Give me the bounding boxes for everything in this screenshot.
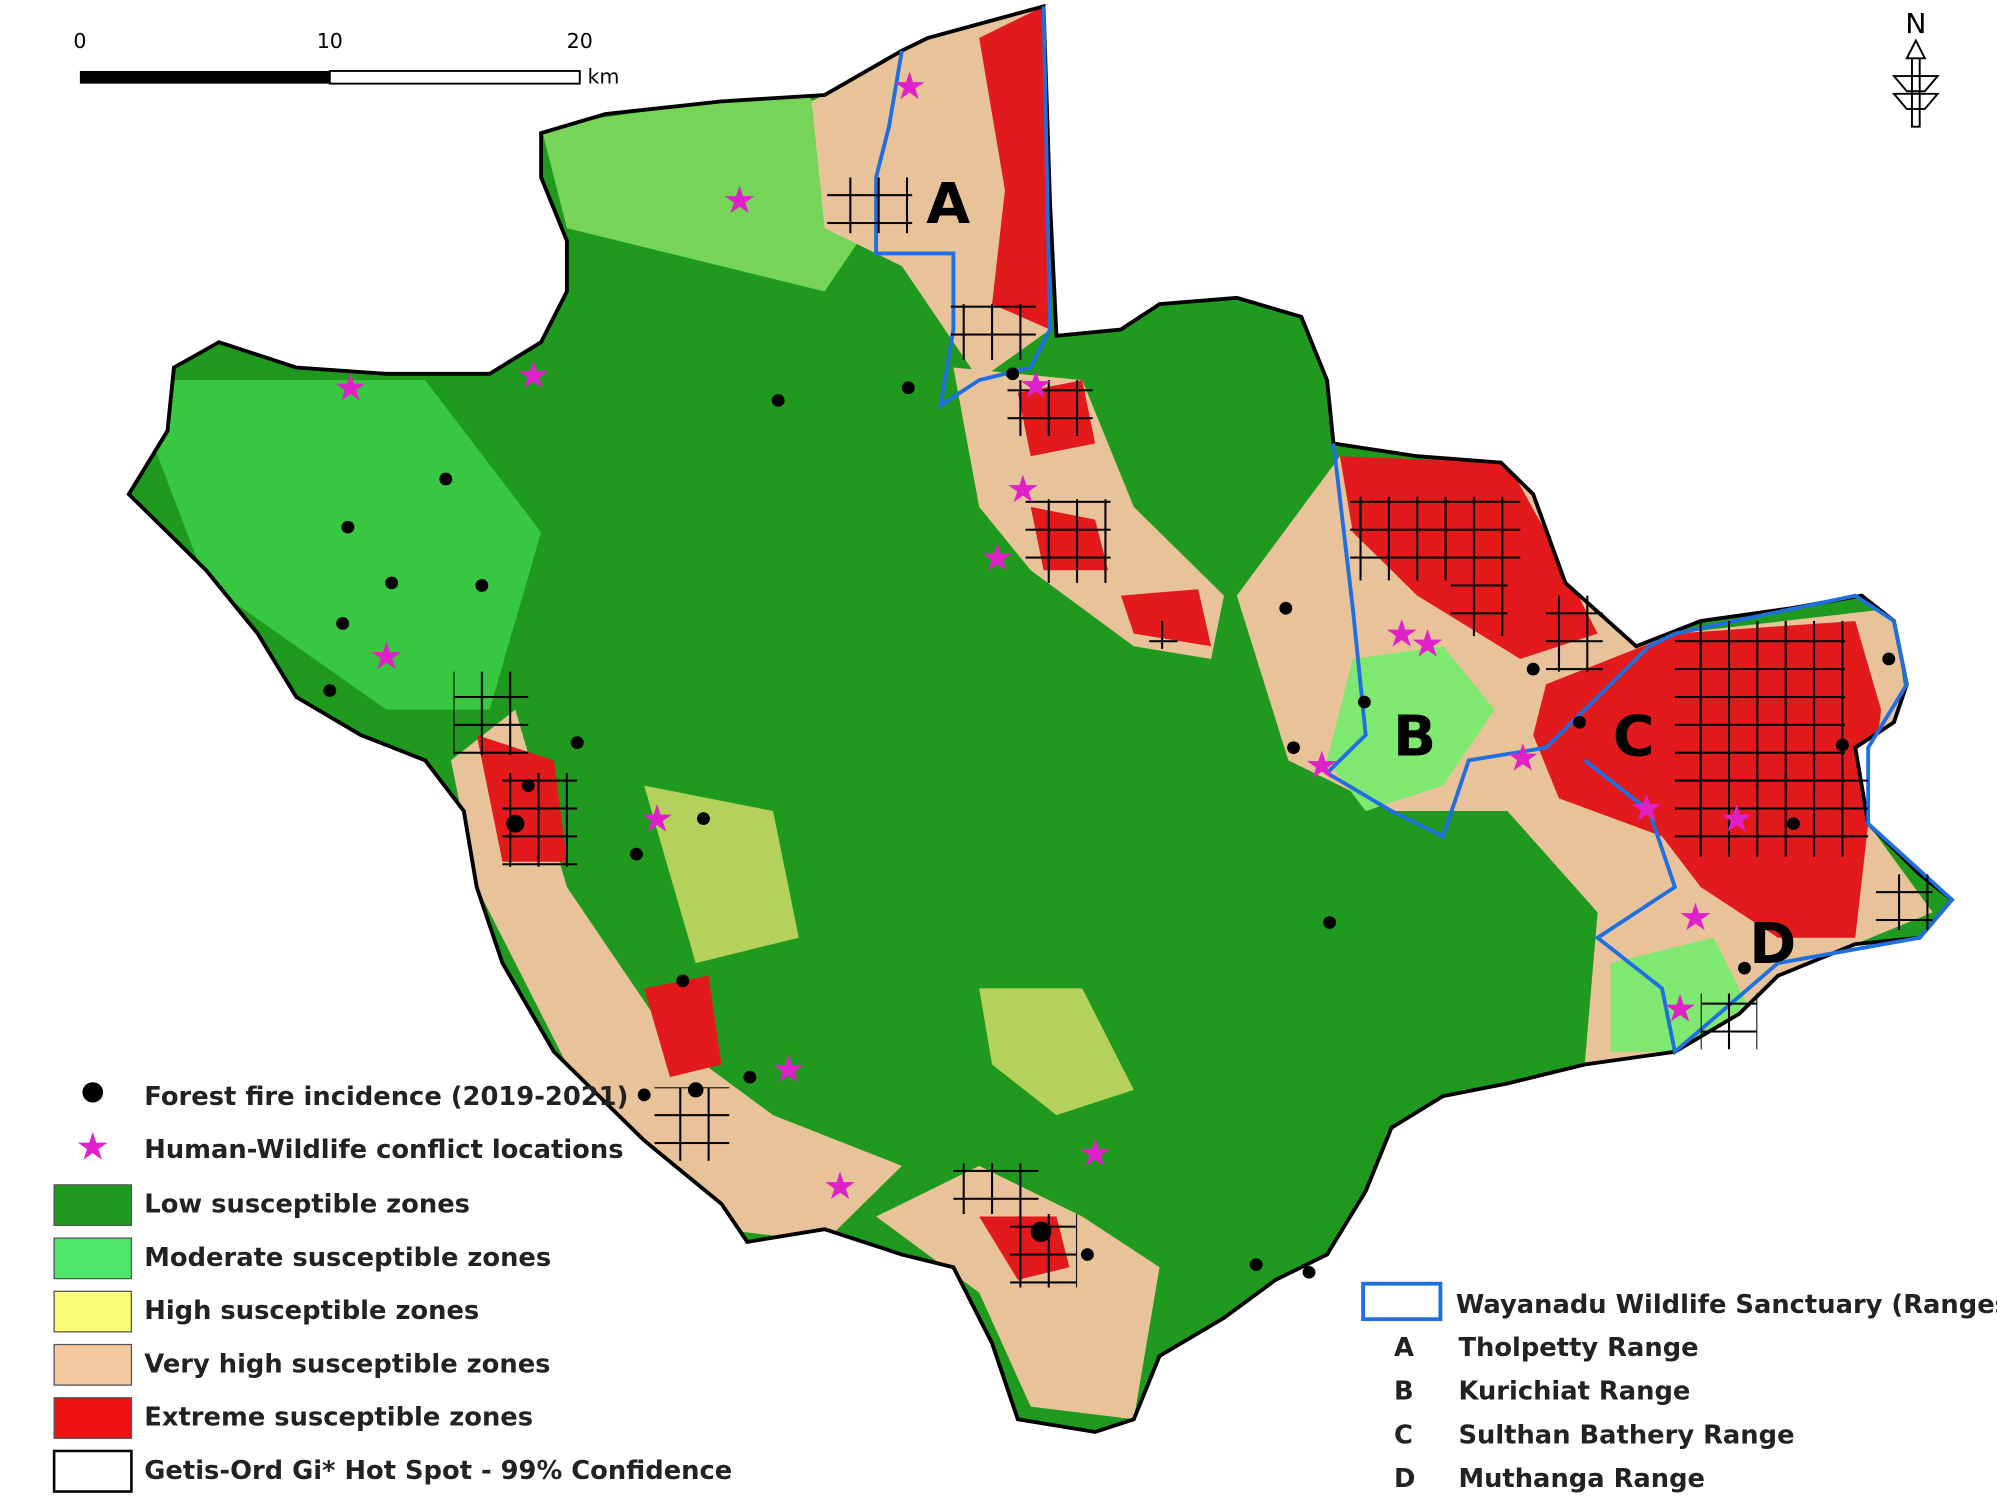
range-name: Kurichiat Range bbox=[1458, 1377, 1690, 1407]
scale-unit: km bbox=[588, 65, 620, 89]
svg-text:★: ★ bbox=[1678, 895, 1713, 940]
svg-text:★: ★ bbox=[75, 1125, 110, 1170]
svg-text:★: ★ bbox=[1384, 612, 1419, 657]
svg-text:★: ★ bbox=[1305, 743, 1340, 788]
legend-label: High susceptible zones bbox=[144, 1296, 479, 1326]
svg-text:★: ★ bbox=[1019, 363, 1054, 408]
svg-text:★: ★ bbox=[722, 178, 757, 223]
scale-tick-label: 20 bbox=[567, 29, 593, 53]
svg-text:★: ★ bbox=[1506, 736, 1541, 781]
range-letter: A bbox=[1394, 1333, 1414, 1363]
range-letter: B bbox=[1393, 705, 1436, 769]
svg-text:★: ★ bbox=[1078, 1131, 1113, 1176]
scale-tick-label: 0 bbox=[73, 29, 86, 53]
legend-label: Low susceptible zones bbox=[144, 1190, 470, 1220]
range-letter: B bbox=[1394, 1377, 1414, 1407]
svg-text:★: ★ bbox=[1719, 797, 1754, 842]
conflict-stars: ★★★ ★ ★★ ★★★ ★★★ ★★★ ★★ ★ ★★ bbox=[333, 64, 1754, 1209]
range-letter: C bbox=[1394, 1421, 1413, 1451]
range-letter: A bbox=[926, 172, 970, 236]
range-name: Muthanga Range bbox=[1458, 1464, 1705, 1494]
sanctuary-title: Wayanadu Wildlife Sanctuary (Ranges) bbox=[1456, 1290, 1997, 1320]
scale-bar: 0 10 20 km bbox=[73, 29, 619, 88]
legend: ★ Forest fire incidence (2019-2021) Human… bbox=[52, 1082, 732, 1493]
legend-label: Forest fire incidence (2019-2021) bbox=[144, 1082, 628, 1112]
svg-text:★: ★ bbox=[1663, 987, 1698, 1032]
svg-text:★: ★ bbox=[516, 353, 551, 398]
svg-text:★: ★ bbox=[333, 366, 368, 411]
range-labels: A B C D bbox=[926, 172, 1796, 977]
svg-text:★: ★ bbox=[1006, 467, 1041, 512]
svg-text:★: ★ bbox=[369, 634, 404, 679]
north-label: N bbox=[1905, 7, 1926, 40]
range-name: Sulthan Bathery Range bbox=[1458, 1421, 1794, 1451]
svg-text:★: ★ bbox=[980, 536, 1015, 581]
fire-points bbox=[323, 367, 1896, 1279]
legend-label: Getis-Ord Gi* Hot Spot - 99% Confidence bbox=[144, 1456, 732, 1486]
svg-text:★: ★ bbox=[771, 1048, 806, 1093]
hotspot-grids bbox=[453, 177, 1933, 1288]
svg-text:★: ★ bbox=[892, 64, 927, 109]
legend-label: Human-Wildlife conflict locations bbox=[144, 1135, 623, 1165]
legend-label: Moderate susceptible zones bbox=[144, 1243, 551, 1273]
range-letter: C bbox=[1613, 705, 1655, 769]
scale-tick-label: 10 bbox=[317, 29, 343, 53]
legend-label: Extreme susceptible zones bbox=[144, 1403, 533, 1433]
svg-text:★: ★ bbox=[1629, 786, 1664, 831]
range-letter: D bbox=[1394, 1464, 1415, 1494]
svg-text:★: ★ bbox=[1410, 622, 1445, 667]
range-letter: D bbox=[1749, 913, 1796, 977]
legend-label: Very high susceptible zones bbox=[144, 1350, 550, 1380]
svg-text:★: ★ bbox=[640, 797, 675, 842]
sanctuary-legend: Wayanadu Wildlife Sanctuary (Ranges) A Th… bbox=[1361, 1281, 1997, 1494]
north-arrow: N bbox=[1891, 7, 1940, 128]
svg-text:★: ★ bbox=[823, 1164, 858, 1209]
range-name: Tholpetty Range bbox=[1458, 1333, 1698, 1363]
